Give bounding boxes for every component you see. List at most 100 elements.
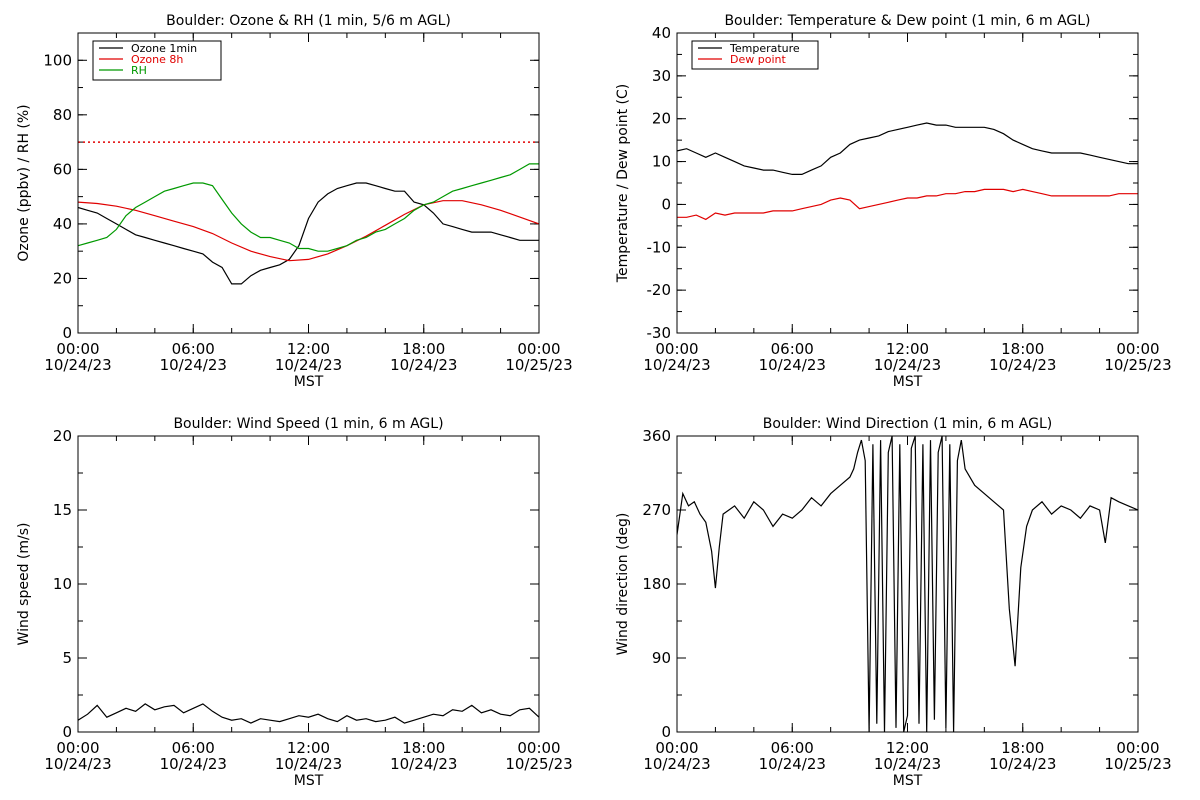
series-line-ozone-8h: [78, 200, 539, 262]
y-tick-label: 360: [642, 427, 671, 445]
chart-wind-direction: Boulder: Wind Direction (1 min, 6 m AGL)…: [615, 416, 1172, 789]
x-tick-date-label: 10/24/23: [643, 755, 710, 773]
plot-frame: [77, 32, 540, 334]
x-tick-time-label: 18:00: [402, 739, 445, 757]
y-tick-label: 180: [642, 575, 671, 593]
y-axis-label: Wind speed (m/s): [16, 523, 32, 646]
x-tick-date-label: 10/24/23: [275, 356, 342, 374]
x-tick-time-label: 00:00: [1116, 739, 1159, 757]
x-tick-time-label: 06:00: [771, 340, 814, 358]
x-tick-time-label: 12:00: [287, 340, 330, 358]
y-tick-label: 40: [652, 24, 671, 42]
series-group: [78, 141, 539, 285]
x-tick-time-label: 00:00: [1116, 340, 1159, 358]
chart-title: Boulder: Ozone & RH (1 min, 5/6 m AGL): [166, 13, 451, 29]
legend-label: Ozone 8h: [131, 53, 183, 66]
y-tick-label: -30: [647, 324, 672, 342]
chart-title: Boulder: Temperature & Dew point (1 min,…: [724, 13, 1090, 29]
x-tick-date-label: 10/24/23: [874, 356, 941, 374]
x-axis-label: MST: [294, 773, 324, 789]
plot-frame: [676, 435, 1139, 733]
x-tick-time-label: 00:00: [56, 340, 99, 358]
x-tick-time-label: 06:00: [172, 340, 215, 358]
legend-label: Dew point: [730, 53, 786, 66]
y-tick-label: 0: [661, 723, 671, 741]
x-tick-time-label: 06:00: [771, 739, 814, 757]
y-tick-label: 20: [53, 269, 72, 287]
x-tick-date-label: 10/25/23: [505, 755, 572, 773]
x-axis-label: MST: [893, 773, 923, 789]
y-tick-label: 90: [652, 649, 671, 667]
chart-title: Boulder: Wind Speed (1 min, 6 m AGL): [173, 416, 443, 432]
y-tick-label: 0: [62, 324, 72, 342]
x-tick-date-label: 10/25/23: [1104, 755, 1171, 773]
x-axis-label: MST: [294, 374, 324, 390]
x-tick-date-label: 10/24/23: [44, 356, 111, 374]
series-line-rh: [78, 163, 539, 252]
legend-label: Temperature: [729, 42, 800, 55]
y-tick-label: 40: [53, 215, 72, 233]
x-tick-time-label: 12:00: [886, 340, 929, 358]
y-axis-label: Ozone (ppbv) / RH (%): [16, 104, 32, 261]
series-line-data: [677, 436, 1138, 732]
series-group: [78, 703, 539, 724]
series-line-data: [78, 703, 539, 724]
x-tick-date-label: 10/24/23: [989, 755, 1056, 773]
x-tick-time-label: 18:00: [1001, 739, 1044, 757]
chart-wind-speed: Boulder: Wind Speed (1 min, 6 m AGL) 0 5 10…: [16, 416, 573, 789]
y-tick-label: 0: [62, 723, 72, 741]
x-tick-time-label: 18:00: [402, 340, 445, 358]
y-axis-label: Temperature / Dew point (C): [615, 84, 631, 283]
y-tick-label: 15: [53, 501, 72, 519]
x-tick-date-label: 10/25/23: [505, 356, 572, 374]
y-tick-label: 60: [53, 160, 72, 178]
y-tick-label: 20: [53, 427, 72, 445]
series-line-ozone-1min: [78, 182, 539, 285]
x-tick-time-label: 12:00: [287, 739, 330, 757]
x-tick-date-label: 10/24/23: [989, 356, 1056, 374]
x-tick-date-label: 10/24/23: [160, 356, 227, 374]
series-group: [677, 436, 1138, 732]
y-tick-label: 10: [652, 153, 671, 171]
legend-label: Ozone 1min: [131, 42, 197, 55]
y-tick-label: -20: [647, 281, 672, 299]
chart-title: Boulder: Wind Direction (1 min, 6 m AGL): [763, 416, 1052, 432]
y-tick-label: 0: [661, 195, 671, 213]
y-tick-label: 10: [53, 575, 72, 593]
y-tick-label: 100: [43, 51, 72, 69]
x-tick-date-label: 10/24/23: [874, 755, 941, 773]
x-tick-date-label: 10/24/23: [390, 356, 457, 374]
plot-frame: [77, 435, 540, 733]
y-tick-label: 20: [652, 110, 671, 128]
x-tick-date-label: 10/24/23: [643, 356, 710, 374]
x-tick-date-label: 10/24/23: [275, 755, 342, 773]
series-line-temperature: [677, 122, 1138, 175]
x-axis-label: MST: [893, 374, 923, 390]
x-tick-date-label: 10/25/23: [1104, 356, 1171, 374]
x-tick-date-label: 10/24/23: [44, 755, 111, 773]
x-tick-time-label: 00:00: [517, 340, 560, 358]
x-tick-time-label: 00:00: [56, 739, 99, 757]
x-tick-time-label: 00:00: [517, 739, 560, 757]
x-tick-time-label: 00:00: [655, 739, 698, 757]
legend-label: RH: [131, 64, 147, 77]
x-tick-time-label: 12:00: [886, 739, 929, 757]
x-tick-time-label: 00:00: [655, 340, 698, 358]
x-tick-date-label: 10/24/23: [160, 755, 227, 773]
chart-ozone-rh: Boulder: Ozone & RH (1 min, 5/6 m AGL) 0 2…: [16, 13, 573, 390]
x-tick-time-label: 06:00: [172, 739, 215, 757]
x-tick-date-label: 10/24/23: [759, 755, 826, 773]
series-group: [677, 122, 1138, 221]
y-axis-label: Wind direction (deg): [615, 513, 631, 656]
chart-temp-dewpoint: Boulder: Temperature & Dew point (1 min,…: [615, 13, 1172, 390]
y-tick-label: 5: [62, 649, 72, 667]
series-line-dew-point: [677, 188, 1138, 221]
x-tick-date-label: 10/24/23: [759, 356, 826, 374]
x-tick-time-label: 18:00: [1001, 340, 1044, 358]
y-tick-label: 80: [53, 106, 72, 124]
y-tick-label: 270: [642, 501, 671, 519]
y-tick-label: 30: [652, 67, 671, 85]
legend-box: [691, 40, 819, 70]
x-tick-date-label: 10/24/23: [390, 755, 457, 773]
